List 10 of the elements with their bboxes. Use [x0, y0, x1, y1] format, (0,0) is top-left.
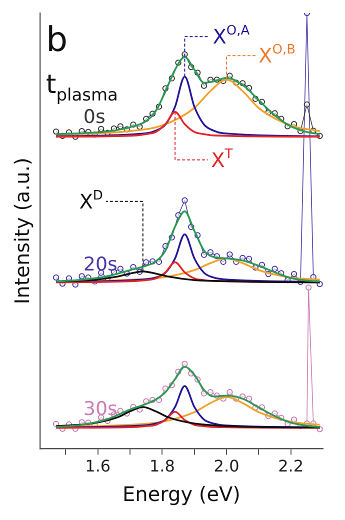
x-tick-label: 2.0 — [214, 456, 240, 476]
series-label: 0s — [83, 106, 106, 128]
y-axis-title: Intensity (a.u.) — [10, 158, 34, 304]
x-tick-label: 1.8 — [149, 456, 175, 476]
x-axis-title: Energy (eV) — [122, 482, 240, 506]
x-tick-label: 2.2 — [278, 456, 304, 476]
x-tick-label: 1.6 — [85, 456, 111, 476]
series-label: 30s — [83, 398, 118, 420]
annotation: b — [46, 20, 68, 60]
series-label: 20s — [83, 254, 118, 276]
